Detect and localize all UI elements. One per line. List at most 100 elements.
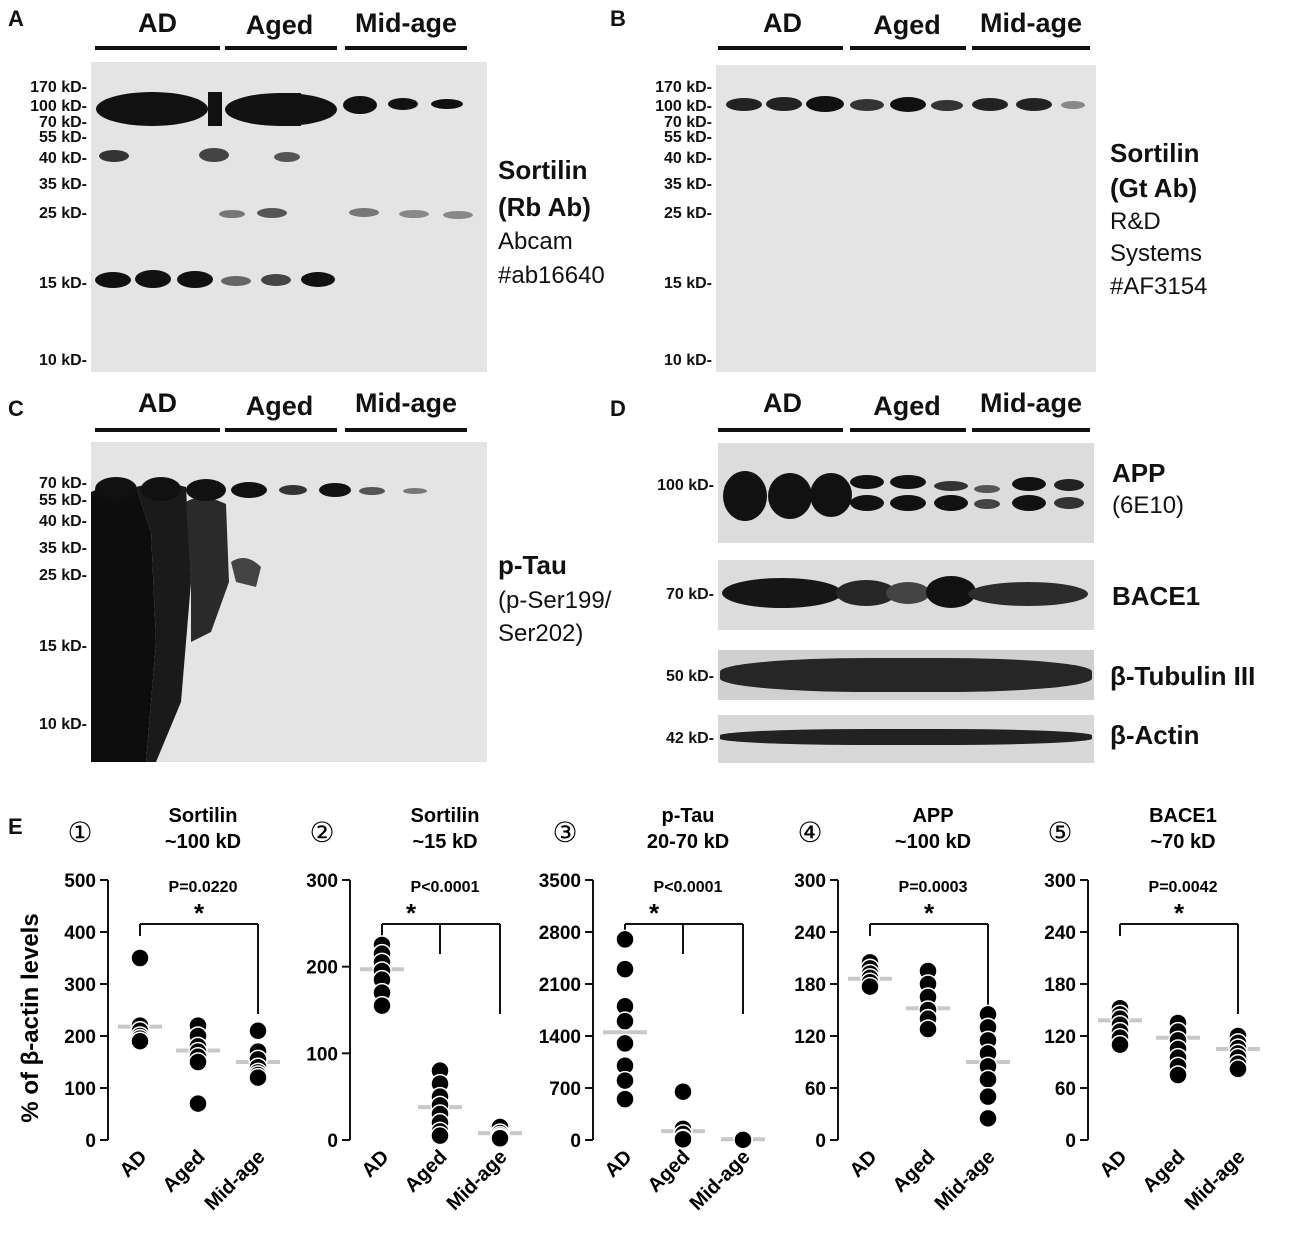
mw-a-15: 15 kD- <box>38 275 87 292</box>
data-point <box>918 1019 938 1039</box>
chart-subtitle: ~15 kD <box>412 831 477 853</box>
label-d-bace1: BACE1 <box>1112 581 1201 611</box>
blot-d-actin <box>718 715 1094 763</box>
blot-b-sortilin-gt <box>716 65 1096 372</box>
panel-letter-e: E <box>8 814 23 839</box>
chart-title: Sortilin <box>169 805 238 827</box>
mw-b-40: 40 kD- <box>663 150 712 167</box>
significance-star: * <box>649 898 660 928</box>
label-d-actin: β-Actin <box>1110 720 1200 750</box>
p-value: P=0.0042 <box>1149 879 1218 896</box>
mw-b-170: 170 kD- <box>655 79 712 96</box>
y-tick-label: 2100 <box>539 975 581 996</box>
data-point <box>188 1052 208 1072</box>
p-value: P<0.0001 <box>654 879 723 896</box>
y-tick-label: 60 <box>1055 1079 1076 1100</box>
group-line-aged <box>225 46 337 50</box>
y-tick-label: 180 <box>794 975 826 996</box>
group-line-mid-age <box>972 46 1090 50</box>
data-point <box>733 1130 753 1150</box>
y-tick-label: 0 <box>1065 1131 1076 1152</box>
p-value: P=0.0003 <box>899 879 968 896</box>
mw-d-tubulin: 50 kD- <box>665 668 714 685</box>
p-value: P<0.0001 <box>411 879 480 896</box>
chart-title: BACE1 <box>1149 805 1217 827</box>
mw-b-25: 25 kD- <box>663 205 712 222</box>
data-point <box>978 1108 998 1129</box>
group-label-ad: AD <box>763 388 802 418</box>
y-tick-label: 1400 <box>539 1027 581 1048</box>
significance-star: * <box>194 898 205 928</box>
y-tick-label: 100 <box>306 1044 338 1065</box>
p-value: P=0.0220 <box>169 879 238 896</box>
x-tick-label: Aged <box>401 1146 452 1197</box>
mw-b-100: 100 kD- <box>655 98 712 115</box>
mw-b-70: 70 kD- <box>663 114 712 131</box>
y-tick-label: 240 <box>1044 923 1076 944</box>
mw-d-bace1: 70 kD- <box>665 586 714 603</box>
mw-c-55: 55 kD- <box>38 492 87 509</box>
chart-title: APP <box>912 805 953 827</box>
sub-d-app: (6E10) <box>1112 492 1185 519</box>
mw-c-10: 10 kD- <box>38 716 87 733</box>
data-point <box>372 995 392 1016</box>
mw-a-70: 70 kD- <box>38 114 87 131</box>
group-label-mid-age: Mid-age <box>354 388 457 418</box>
mw-d-app: 100 kD- <box>657 477 714 494</box>
group-label-aged: Aged <box>873 391 941 421</box>
data-point <box>130 1031 150 1051</box>
y-tick-label: 300 <box>306 871 338 892</box>
chart-title: p-Tau <box>662 805 715 827</box>
label-a-line2: (Rb Ab) <box>498 192 591 222</box>
data-point <box>615 1011 635 1031</box>
group-label-mid-age: Mid-age <box>979 8 1082 38</box>
group-label-ad: AD <box>138 388 177 418</box>
label-b-line1: Sortilin <box>1110 138 1200 168</box>
mw-c-70: 70 kD- <box>38 475 87 492</box>
panel-e-charts: % of β-actin levels ① Sortilin ~100 kD P=0.0… <box>17 805 1260 1215</box>
chart-subtitle: 20-70 kD <box>647 831 729 853</box>
significance-star: * <box>924 898 935 928</box>
source-c-line1: (p-Ser199/ <box>498 587 612 614</box>
label-d-app: APP <box>1112 458 1166 488</box>
source-b-line2: Systems <box>1110 240 1203 267</box>
source-b-line1: R&D <box>1110 208 1161 235</box>
significance-star: * <box>1174 898 1185 928</box>
label-a-line1: Sortilin <box>498 155 588 185</box>
mw-b-15: 15 kD- <box>663 275 712 292</box>
y-tick-label: 0 <box>570 1131 581 1152</box>
x-tick-label: AD <box>358 1146 394 1182</box>
group-line-mid-age <box>972 428 1090 432</box>
data-point <box>860 976 880 997</box>
data-point <box>130 948 150 968</box>
chart-index: ③ <box>552 817 577 848</box>
y-tick-label: 2800 <box>539 923 581 944</box>
panel-letter-b: B <box>610 6 626 31</box>
mw-b-10: 10 kD- <box>663 352 712 369</box>
chart-index: ② <box>309 817 334 848</box>
y-tick-label: 300 <box>64 975 96 996</box>
blot-d-tubulin <box>718 650 1094 700</box>
group-label-mid-age: Mid-age <box>979 388 1082 418</box>
x-tick-label: Aged <box>644 1146 695 1197</box>
data-point <box>430 1125 450 1146</box>
data-point <box>248 1021 268 1041</box>
mw-b-35: 35 kD- <box>663 176 712 193</box>
mw-a-25: 25 kD- <box>38 205 87 222</box>
y-tick-label: 0 <box>327 1131 338 1152</box>
group-label-mid-age: Mid-age <box>354 8 457 38</box>
mw-b-55: 55 kD- <box>663 129 712 146</box>
group-label-ad: AD <box>763 8 802 38</box>
y-tick-label: 200 <box>64 1027 96 1048</box>
mw-a-35: 35 kD- <box>38 176 87 193</box>
x-tick-label: Aged <box>159 1146 210 1197</box>
data-point <box>1228 1059 1248 1079</box>
blot-d-app <box>718 443 1094 543</box>
group-line-aged <box>850 46 966 50</box>
data-point <box>615 1033 635 1054</box>
group-label-aged: Aged <box>873 10 941 40</box>
blot-a-sortilin-rb <box>91 62 487 372</box>
data-point <box>615 1089 635 1109</box>
y-tick-label: 300 <box>794 871 826 892</box>
mw-a-100: 100 kD- <box>30 98 87 115</box>
